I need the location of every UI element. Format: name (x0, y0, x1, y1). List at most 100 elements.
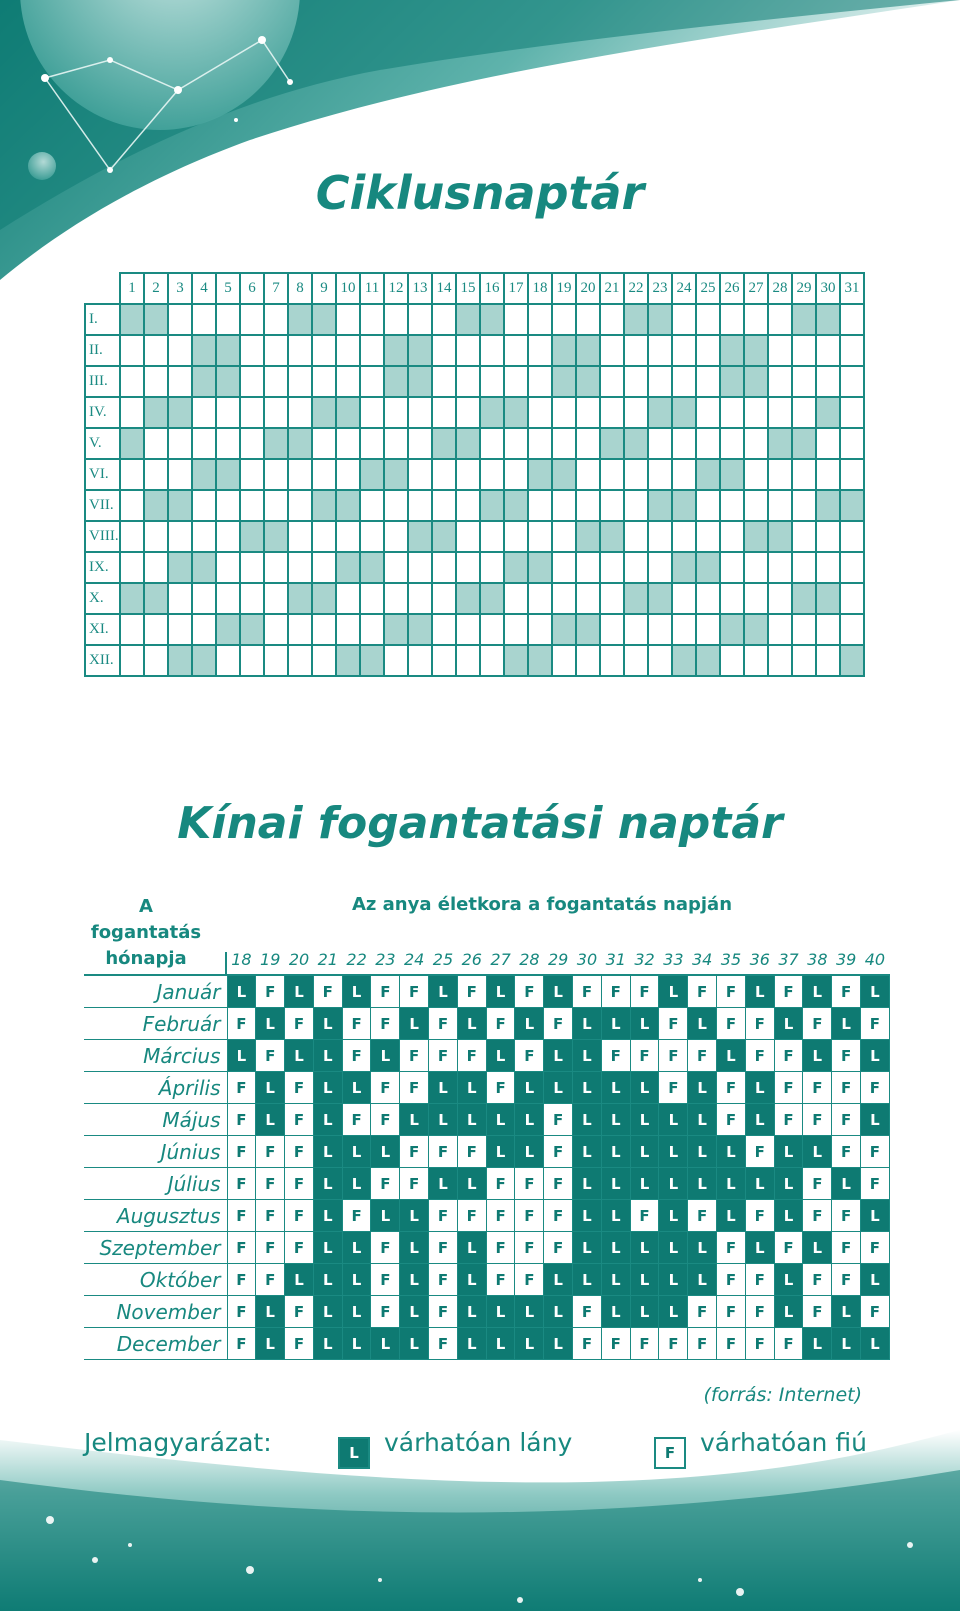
cycle-month-row: V. (84, 427, 865, 460)
cycle-cell (503, 520, 529, 553)
girl-cell: L (456, 1327, 487, 1360)
cycle-cell (215, 396, 241, 429)
boy-cell: F (716, 1071, 746, 1104)
cycle-cell (551, 396, 577, 429)
cycle-cell-shaded (215, 365, 241, 398)
cycle-cell (719, 427, 745, 460)
cycle-month-row: VI. (84, 458, 865, 491)
cycle-cell (311, 334, 337, 367)
boy-cell: F (341, 1039, 372, 1072)
boy-cell: F (255, 1135, 286, 1168)
boy-cell: F (831, 1071, 862, 1104)
cycle-cell (455, 334, 481, 367)
cycle-cell-shaded (263, 427, 289, 460)
girl-cell: L (687, 1007, 718, 1040)
girl-cell: L (744, 1103, 775, 1136)
boy-cell: F (802, 1295, 833, 1328)
cycle-cell (143, 334, 169, 367)
girl-cell: L (658, 1103, 689, 1136)
girl-cell: L (312, 1039, 343, 1072)
cycle-cell (239, 427, 265, 460)
boy-cell: F (226, 1007, 257, 1040)
cycle-cell-shaded (671, 396, 697, 429)
cycle-cell (215, 551, 241, 584)
boy-cell: F (514, 974, 545, 1008)
girl-cell: L (456, 1263, 487, 1296)
girl-cell: L (428, 1071, 458, 1104)
cycle-cell (407, 551, 433, 584)
cycle-cell-shaded (743, 365, 769, 398)
cycle-cell (527, 520, 553, 553)
boy-cell: F (860, 1007, 890, 1040)
girl-cell: L (514, 1327, 545, 1360)
cycle-cell-shaded (719, 365, 745, 398)
cycle-cell (407, 396, 433, 429)
girl-cell: L (744, 1167, 775, 1200)
boy-cell: F (831, 1103, 862, 1136)
girl-cell: L (572, 1199, 602, 1232)
cycle-cell-shaded (623, 427, 649, 460)
cycle-cell-shaded (143, 303, 169, 336)
cycle-cell (287, 520, 313, 553)
cycle-day-header: 30 (815, 272, 841, 305)
cycle-cell-shaded (359, 458, 385, 491)
cycle-cell (503, 365, 529, 398)
cycle-cell (119, 334, 145, 367)
conception-month-row: November F L F L L F L F L L L L F L L L F F F L F L F (84, 1295, 890, 1328)
cycle-cell (599, 489, 625, 522)
cycle-cell (359, 582, 385, 615)
girl-cell: L (687, 1167, 718, 1200)
boy-cell: F (428, 1039, 458, 1072)
cycle-cell-shaded (527, 458, 553, 491)
boy-cell: F (341, 1199, 372, 1232)
boy-cell: F (284, 1103, 314, 1136)
cycle-cell (119, 458, 145, 491)
cycle-cell-shaded (647, 489, 673, 522)
girl-cell: L (744, 1231, 775, 1264)
cycle-cell (167, 520, 193, 553)
cycle-cell-shaded (191, 334, 217, 367)
girl-cell: L (284, 1263, 314, 1296)
cycle-day-header: 22 (623, 272, 649, 305)
girl-cell: L (860, 1327, 890, 1360)
girl-cell: L (341, 1231, 372, 1264)
boy-cell: F (370, 1071, 401, 1104)
cycle-cell-shaded (479, 396, 505, 429)
girl-cell: L (399, 1103, 430, 1136)
girl-cell: L (312, 1295, 343, 1328)
girl-cell: L (831, 1007, 862, 1040)
boy-cell: F (312, 974, 343, 1008)
girl-cell: L (341, 1295, 372, 1328)
girl-cell: L (773, 1167, 804, 1200)
conception-month-label: Január (84, 975, 227, 1008)
cycle-cell (671, 365, 697, 398)
conception-month-label: Augusztus (84, 1199, 227, 1232)
boy-cell: F (341, 1103, 372, 1136)
cycle-cell (575, 396, 601, 429)
boy-cell: F (284, 1295, 314, 1328)
boy-cell: F (831, 1263, 862, 1296)
cycle-cell (527, 365, 553, 398)
girl-cell: L (802, 1327, 833, 1360)
cycle-cell-shaded (287, 582, 313, 615)
boy-cell: F (860, 1071, 890, 1104)
cycle-day-header: 16 (479, 272, 505, 305)
cycle-cell (311, 365, 337, 398)
girl-cell: L (773, 1135, 804, 1168)
cycle-month-row: XII. (84, 644, 865, 677)
girl-cell: L (456, 1007, 487, 1040)
cycle-cell (215, 303, 241, 336)
cycle-cell (767, 489, 793, 522)
girl-cell: L (658, 1167, 689, 1200)
girl-cell: L (629, 1295, 660, 1328)
girl-cell: L (860, 1039, 890, 1072)
cycle-cell (239, 551, 265, 584)
cycle-cell (503, 613, 529, 646)
cycle-cell-shaded (743, 334, 769, 367)
cycle-cell (383, 396, 409, 429)
cycle-cell (719, 644, 745, 677)
girl-cell: L (399, 1231, 430, 1264)
cycle-cell (599, 303, 625, 336)
cycle-cell (143, 613, 169, 646)
cycle-cell (647, 613, 673, 646)
